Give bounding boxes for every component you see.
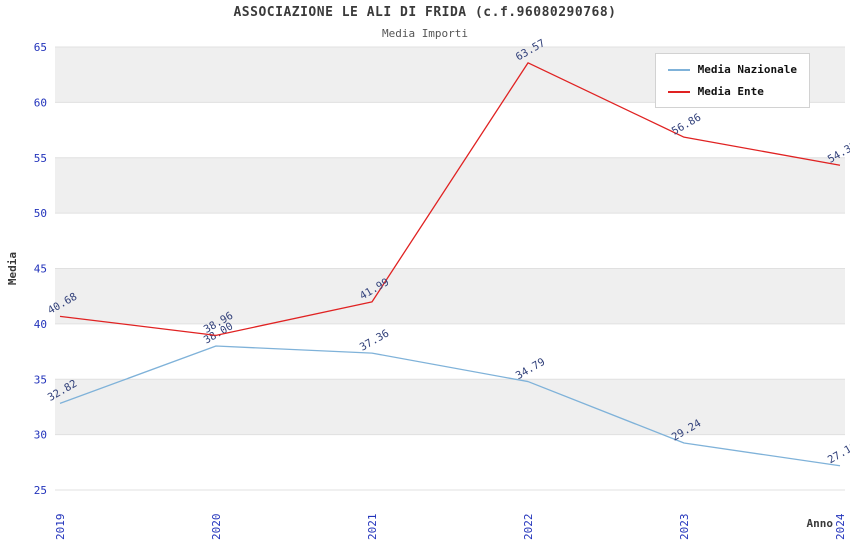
legend-line-swatch-ente [667, 90, 690, 93]
legend-line-swatch-nazionale [667, 68, 690, 71]
chart-subtitle: Media Importi [381, 27, 469, 40]
svg-text:35: 35 [34, 373, 47, 386]
legend: Media Nazionale Media Ente [654, 53, 810, 108]
legend-item-media-ente[interactable]: Media Ente [667, 85, 797, 98]
svg-text:60: 60 [34, 96, 47, 109]
chart-title: ASSOCIAZIONE LE ALI DI FRIDA (c.f.960802… [233, 5, 617, 20]
svg-text:2021: 2021 [366, 514, 379, 541]
svg-text:65: 65 [34, 41, 47, 54]
svg-text:25: 25 [34, 484, 47, 497]
svg-text:40: 40 [34, 318, 47, 331]
svg-text:30: 30 [34, 429, 47, 442]
svg-text:Anno: Anno [807, 517, 834, 530]
svg-text:55: 55 [34, 152, 47, 165]
svg-text:2019: 2019 [54, 514, 67, 541]
svg-text:2022: 2022 [522, 514, 535, 541]
svg-text:2020: 2020 [210, 514, 223, 541]
svg-text:50: 50 [34, 207, 47, 220]
legend-label: Media Ente [697, 85, 764, 98]
svg-text:2023: 2023 [678, 514, 691, 541]
svg-text:2024: 2024 [834, 513, 847, 540]
legend-item-media-nazionale[interactable]: Media Nazionale [667, 63, 797, 76]
svg-text:45: 45 [34, 263, 47, 276]
svg-text:Media: Media [6, 252, 19, 285]
legend-label: Media Nazionale [697, 63, 797, 76]
